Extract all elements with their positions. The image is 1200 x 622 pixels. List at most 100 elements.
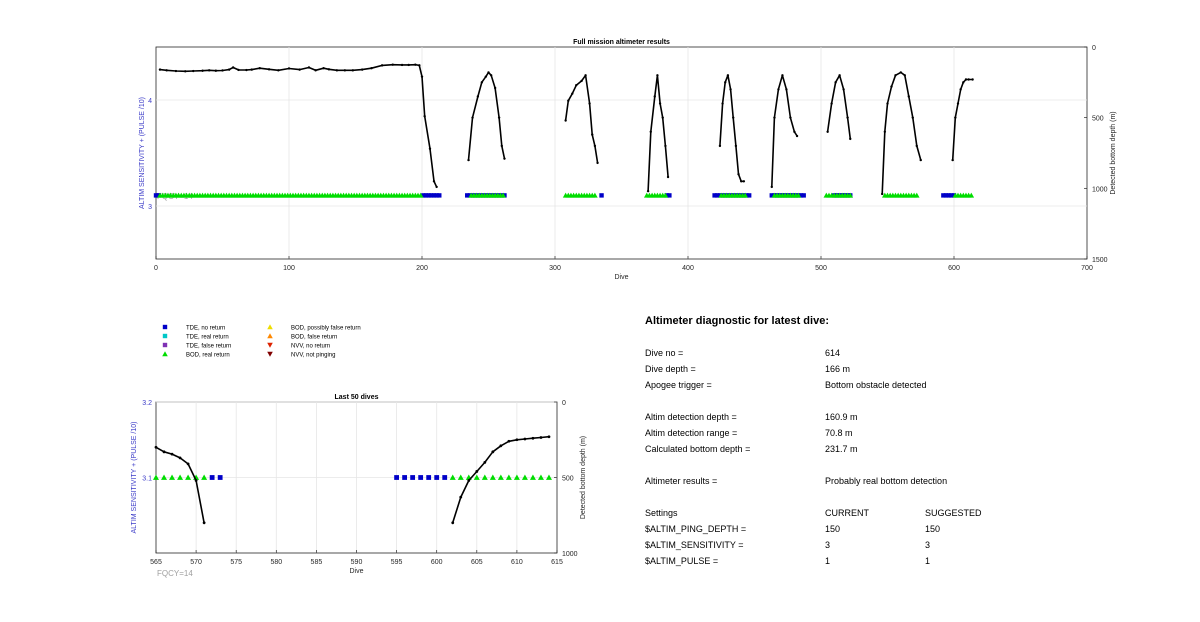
tde-no-return-marker bbox=[434, 475, 440, 480]
depth-point bbox=[664, 144, 667, 148]
legend-item-label: TDE, no return bbox=[186, 326, 225, 332]
setting-name: $ALTIM_SENSITIVITY = bbox=[645, 540, 744, 550]
tde-no-return-marker bbox=[426, 475, 432, 480]
depth-point bbox=[849, 137, 852, 141]
setting-current: 150 bbox=[825, 524, 841, 534]
depth-point bbox=[499, 444, 503, 448]
x-axis-label: Dive bbox=[614, 274, 628, 281]
depth-point bbox=[834, 81, 837, 84]
bod-real-return-marker bbox=[481, 474, 488, 480]
depth-point bbox=[737, 173, 740, 176]
calc-bottom-row: Calculated bottom depth = 231.7 m bbox=[645, 444, 1165, 456]
depth-point bbox=[967, 78, 970, 81]
depth-point bbox=[451, 521, 455, 525]
depth-point bbox=[314, 69, 317, 72]
depth-point bbox=[414, 63, 417, 66]
depth-point bbox=[202, 521, 206, 525]
x-tick-label: 600 bbox=[948, 265, 960, 272]
depth-point bbox=[480, 81, 484, 84]
depth-point bbox=[186, 462, 190, 466]
bod-real-return-marker bbox=[417, 192, 424, 198]
depth-point bbox=[911, 116, 914, 119]
dive-depth-value: 166 m bbox=[825, 364, 851, 374]
tde-no-return-marker bbox=[429, 193, 434, 198]
settings-label: Settings bbox=[645, 508, 678, 518]
bod-real-return-marker bbox=[537, 474, 544, 480]
depth-point bbox=[208, 69, 211, 72]
depth-point bbox=[959, 88, 962, 91]
depth-point bbox=[192, 69, 195, 73]
bod-real-return-marker bbox=[968, 192, 975, 198]
altim-range-value: 70.8 m bbox=[825, 428, 853, 438]
tde-no-return-marker bbox=[667, 193, 672, 198]
legend-square-marker bbox=[162, 324, 168, 330]
legend-square-marker bbox=[162, 342, 168, 348]
bod-real-return-marker bbox=[500, 192, 506, 198]
depth-point bbox=[221, 69, 224, 72]
depth-series-line bbox=[564, 74, 599, 164]
depth-point bbox=[487, 71, 490, 74]
depth-point bbox=[184, 70, 187, 73]
legend: TDE, no return TDE, real return TDE, false… bbox=[162, 324, 361, 359]
diagnostic-title: Altimeter diagnostic for latest dive: bbox=[645, 315, 829, 327]
bod-real-return-marker bbox=[742, 192, 748, 198]
depth-point bbox=[231, 66, 235, 69]
tde-no-return-marker bbox=[431, 193, 437, 198]
depth-point bbox=[789, 116, 792, 119]
depth-point bbox=[343, 69, 347, 72]
bod-real-return-marker bbox=[177, 474, 184, 480]
y-right-axis-label: Detected bottom depth (m) bbox=[1110, 111, 1117, 194]
depth-point bbox=[649, 130, 652, 133]
tde-no-return-marker bbox=[410, 475, 416, 480]
depth-point bbox=[656, 74, 659, 77]
depth-point bbox=[162, 450, 166, 454]
legend-triangle-marker bbox=[162, 351, 168, 357]
depth-point bbox=[539, 436, 543, 439]
depth-point bbox=[726, 74, 730, 77]
depth-point bbox=[894, 74, 897, 77]
depth-point bbox=[742, 180, 746, 183]
tde-no-return-marker bbox=[418, 475, 424, 480]
depth-point bbox=[467, 158, 470, 162]
depth-point bbox=[899, 71, 902, 74]
depth-point bbox=[907, 95, 910, 98]
apogee-label: Apogee trigger = bbox=[645, 380, 712, 390]
depth-point bbox=[531, 436, 535, 440]
depth-point bbox=[489, 74, 493, 77]
y-right-tick-label: 1000 bbox=[1092, 186, 1108, 193]
apogee-value: Bottom obstacle detected bbox=[825, 380, 927, 390]
tde-no-return-marker bbox=[946, 193, 951, 198]
depth-point bbox=[653, 95, 656, 98]
chart-title: Full mission altimeter results bbox=[573, 39, 670, 46]
depth-point bbox=[596, 161, 599, 165]
tde-no-return-marker bbox=[402, 475, 408, 480]
depth-point bbox=[964, 78, 968, 81]
bod-real-return-marker bbox=[529, 474, 536, 480]
altim-depth-label: Altim detection depth = bbox=[645, 412, 737, 422]
tde-no-return-marker bbox=[941, 193, 946, 198]
depth-point bbox=[237, 68, 240, 72]
x-tick-label: 605 bbox=[471, 559, 483, 566]
bod-real-return-marker bbox=[161, 474, 168, 480]
depth-point bbox=[370, 67, 373, 70]
legend-item-label: BOD, real return bbox=[186, 353, 230, 359]
depth-point bbox=[593, 144, 597, 148]
depth-point bbox=[842, 88, 845, 91]
depth-point bbox=[886, 102, 889, 105]
depth-point bbox=[846, 116, 849, 119]
x-tick-label: 575 bbox=[230, 559, 242, 566]
depth-point bbox=[507, 439, 511, 443]
fqcy-annotation: FQCY=14 bbox=[157, 569, 193, 578]
depth-point bbox=[890, 85, 893, 88]
depth-point bbox=[732, 116, 735, 119]
bod-real-return-marker bbox=[545, 474, 552, 480]
tde-no-return-marker bbox=[426, 193, 431, 198]
x-tick-label: 590 bbox=[351, 559, 363, 566]
settings-header-row: Settings CURRENT SUGGESTED bbox=[645, 508, 1165, 520]
depth-series-line bbox=[771, 74, 798, 187]
tde-no-return-marker bbox=[423, 193, 429, 198]
legend-item-label: BOD, false return bbox=[291, 335, 337, 341]
dive-depth-row: Dive depth = 166 m bbox=[645, 364, 1165, 376]
depth-point bbox=[515, 438, 519, 442]
suggested-header: SUGGESTED bbox=[925, 508, 982, 518]
